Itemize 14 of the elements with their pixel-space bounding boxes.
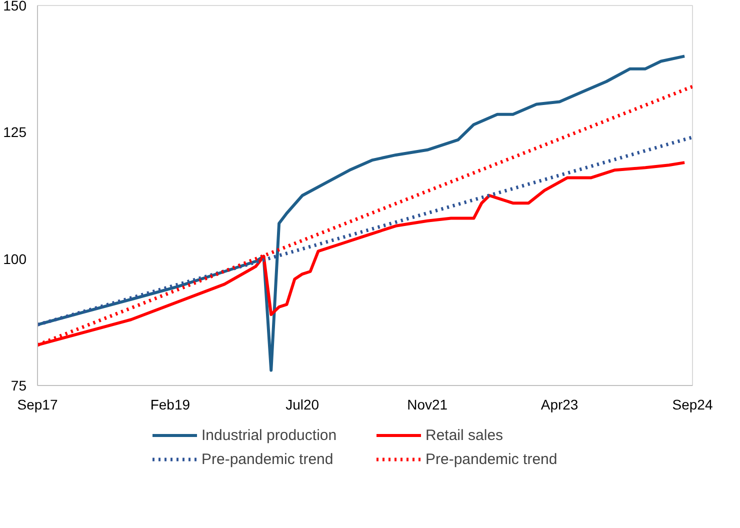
y-tick-label: 150 <box>3 0 27 14</box>
x-tick-label: Nov21 <box>407 396 448 412</box>
y-tick-label: 100 <box>3 250 27 267</box>
x-tick-label: Sep17 <box>17 396 58 412</box>
y-tick-label: 75 <box>10 378 27 394</box>
legend-label: Pre-pandemic trend <box>202 450 334 468</box>
legend-label: Pre-pandemic trend <box>426 450 558 468</box>
x-tick-label: Jul20 <box>286 396 320 412</box>
legend-label: Industrial production <box>202 426 338 444</box>
legend-label: Retail sales <box>426 426 504 444</box>
x-tick-label: Apr23 <box>540 396 578 412</box>
x-tick-label: Feb19 <box>150 396 190 412</box>
x-tick-label: Sep24 <box>672 396 713 412</box>
y-tick-label: 125 <box>3 124 27 140</box>
